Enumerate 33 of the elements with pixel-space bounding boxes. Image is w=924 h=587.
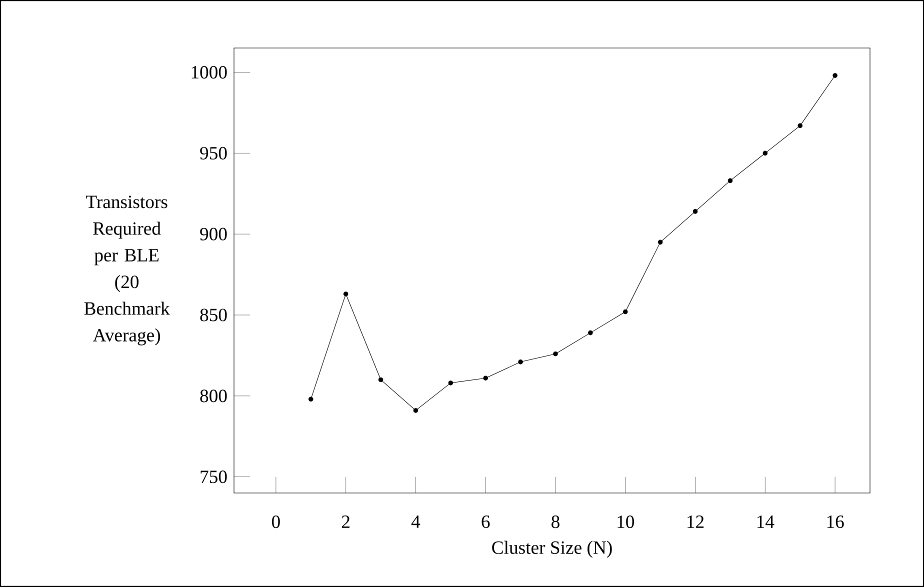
point: [692, 209, 698, 214]
y-tick-label: 800: [200, 390, 227, 402]
point: [588, 330, 593, 336]
y-tick-label: 1000: [192, 66, 227, 79]
point: [622, 309, 628, 314]
x-tick-label: 4: [411, 515, 420, 528]
point: [378, 377, 384, 382]
y-tick-label: 850: [200, 308, 227, 322]
point: [448, 380, 454, 386]
x-tick-label: 2: [342, 515, 350, 528]
point: [658, 240, 663, 245]
x-tick-label: 14: [757, 515, 774, 528]
x-tick-label: 16: [827, 515, 844, 528]
point: [413, 408, 418, 413]
y-tick-label: 750: [200, 470, 227, 484]
x-axis-title: Cluster Size (N): [492, 540, 612, 558]
point: [343, 292, 348, 296]
y-tick-label: 950: [200, 146, 227, 160]
y-tick-label: 900: [200, 228, 227, 240]
point: [798, 123, 803, 128]
point: [308, 396, 314, 402]
x-tick-label: 12: [688, 515, 704, 528]
x-tick-label: 0: [272, 515, 280, 528]
x-tick-label: 8: [552, 515, 560, 528]
x-tick-label: 6: [482, 515, 490, 528]
x-tick-label: 10: [618, 515, 634, 528]
point: [518, 360, 523, 364]
point: [728, 178, 733, 184]
point: [762, 150, 768, 156]
point: [832, 73, 838, 78]
point: [483, 376, 488, 381]
point: [553, 351, 558, 356]
y-axis-title: Transistors Required per BLE (20 Benchmark Average): [84, 196, 170, 346]
